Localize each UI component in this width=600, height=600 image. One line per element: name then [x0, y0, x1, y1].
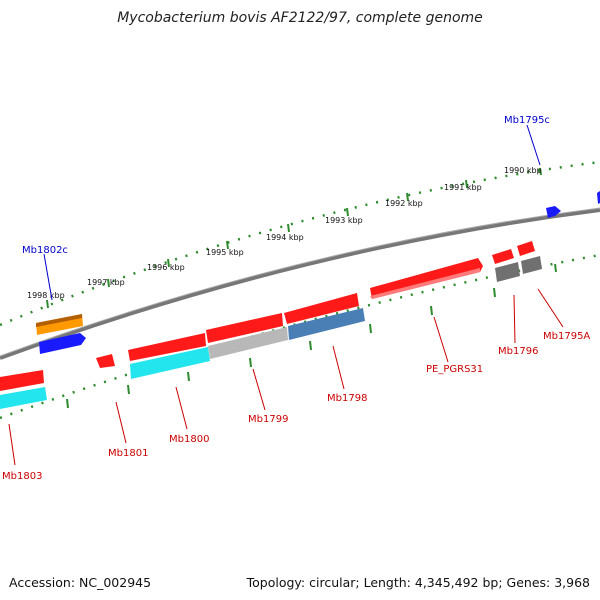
gene-feature-cyan[interactable] — [130, 347, 210, 379]
kbp-label: 1992 kbp — [385, 199, 423, 208]
kbp-label: 1996 kbp — [147, 263, 185, 272]
gene-label[interactable]: PE_PGRS31 — [426, 364, 483, 375]
gene-label[interactable]: Mb1796 — [498, 346, 538, 357]
kbp-label: 1994 kbp — [266, 233, 304, 242]
gene-feature-cyan-left[interactable] — [0, 387, 47, 409]
accession-text: Accession: NC_002945 — [9, 575, 152, 590]
gene-feature-mb1798[interactable] — [284, 293, 359, 324]
inner-tick-ring — [0, 253, 600, 420]
gene-feature-mb1802c[interactable] — [39, 333, 86, 354]
gene-label[interactable]: Mb1801 — [108, 448, 148, 459]
gene-feature-pe-pgrs31[interactable] — [370, 258, 483, 299]
gene-label[interactable]: Mb1803 — [2, 471, 42, 482]
gene-feature-mb1803[interactable] — [0, 370, 44, 391]
topology-text: Topology: circular; Length: 4,345,492 bp… — [246, 575, 590, 590]
gene-feature-mb1795c[interactable] — [546, 206, 561, 218]
gene-label[interactable]: Mb1798 — [327, 393, 367, 404]
gene-label[interactable]: Mb1795A — [543, 331, 590, 342]
kbp-label: 1995 kbp — [206, 248, 244, 257]
gene-feature-dark-grey-2[interactable] — [521, 256, 542, 274]
gene-feature-mb1800[interactable] — [128, 333, 206, 361]
gene-label[interactable]: Mb1799 — [248, 414, 288, 425]
gene-feature-dark-grey[interactable] — [495, 262, 520, 282]
gene-feature-mb1795a[interactable] — [517, 241, 535, 256]
gene-feature-mb1801[interactable] — [96, 354, 115, 368]
gene-feature-mb1795c-next[interactable] — [597, 191, 600, 204]
outer-tick-ring — [0, 160, 600, 327]
outer-major-ticks — [46, 167, 542, 309]
kbp-label: 1993 kbp — [325, 216, 363, 225]
kbp-label: 1990 kbp — [504, 166, 542, 175]
gene-feature-mb1799[interactable] — [206, 313, 283, 343]
gene-feature-grey[interactable] — [208, 327, 288, 359]
gene-label[interactable]: Mb1802c — [22, 245, 68, 256]
kbp-label: 1997 kbp — [87, 278, 125, 287]
gene-feature-mb1796[interactable] — [492, 249, 514, 264]
gene-feature-steelblue[interactable] — [288, 308, 365, 340]
inner-major-ticks — [66, 263, 557, 409]
genome-backbone — [0, 208, 600, 360]
gene-label[interactable]: Mb1800 — [169, 434, 209, 445]
gene-label[interactable]: Mb1795c — [504, 115, 550, 126]
kbp-label: 1998 kbp — [27, 291, 65, 300]
map-title: Mycobacterium bovis AF2122/97, complete … — [117, 10, 483, 26]
kbp-label: 1991 kbp — [444, 183, 482, 192]
